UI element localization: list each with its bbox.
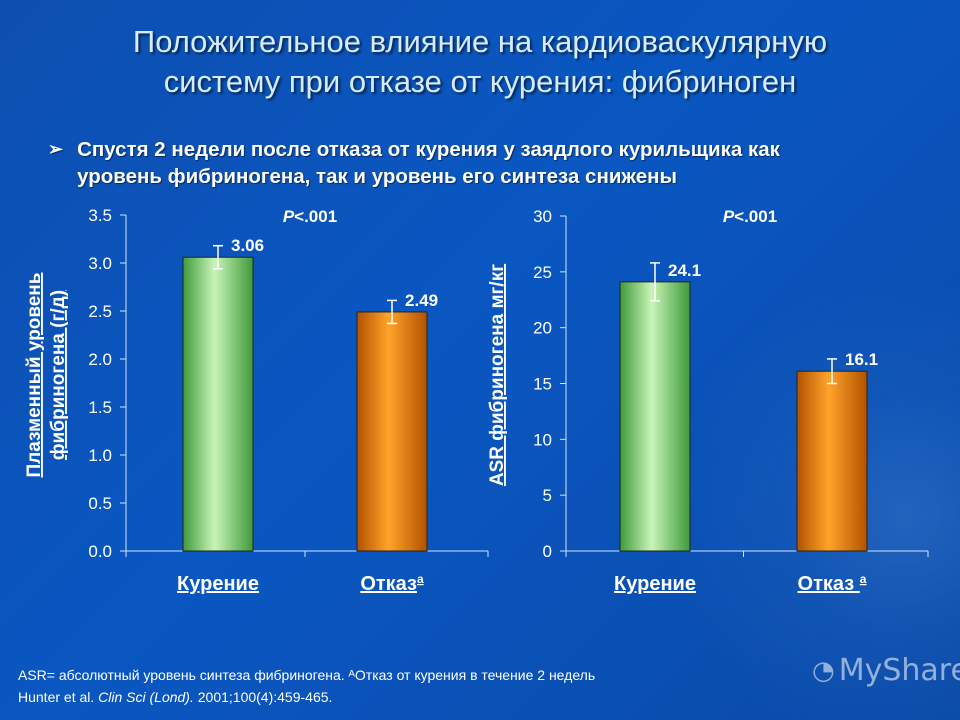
category-label: Отказ a — [798, 572, 867, 595]
slide-title: Положительное влияние на кардиоваскулярн… — [20, 22, 940, 102]
citation-journal: Clin Sci (Lond). — [98, 689, 194, 705]
y-tick-label: 0.0 — [88, 542, 112, 561]
y-axis-label: фибриногена (г/д) — [48, 290, 69, 460]
y-tick-label: 0.5 — [88, 494, 112, 513]
bullet-line2: уровень фибриногена, так и уровень его с… — [77, 165, 677, 188]
citation-details: 2001;100(4):459-465. — [193, 689, 333, 705]
bar-quit — [796, 370, 868, 552]
watermark-logo-icon: ◔ — [812, 655, 835, 686]
data-label: 24.1 — [668, 261, 701, 280]
footnote-line2: Hunter et al. Clin Sci (Lond). 2001;100(… — [18, 686, 595, 708]
category-label: Отказa — [360, 572, 424, 595]
y-tick-label: 1.5 — [88, 398, 112, 417]
category-label: Курение — [177, 573, 259, 595]
citation-authors: Hunter et al. — [18, 689, 99, 705]
data-label: 2.49 — [405, 291, 438, 310]
slide-title-line1: Положительное влияние на кардиоваскулярн… — [132, 24, 828, 59]
watermark-text: MyShared — [838, 653, 960, 688]
y-tick-label: 0 — [543, 542, 552, 561]
y-tick-label: 25 — [533, 263, 552, 282]
slide-title-line2: систему при отказе от курения: фибриноге… — [163, 64, 797, 99]
p-value-label: P<.001 — [723, 207, 777, 226]
bullet-point: ➢ Спустя 2 недели после отказа от курени… — [48, 136, 953, 190]
y-axis-label: Плазменный уровень — [24, 273, 45, 478]
category-label: Курение — [614, 573, 696, 595]
y-tick-label: 20 — [533, 319, 552, 338]
y-tick-label: 5 — [543, 486, 552, 505]
footnote-line1: ASR= абсолютный уровень синтеза фибриног… — [18, 667, 596, 683]
data-label: 3.06 — [231, 236, 264, 255]
bar-quit — [356, 311, 428, 552]
y-tick-label: 2.0 — [88, 350, 112, 369]
bullet-line1: Спустя 2 недели после отказа от курения … — [77, 138, 780, 161]
bar-smoking — [619, 281, 691, 552]
y-tick-label: 15 — [533, 375, 552, 394]
watermark: ◔ MyShared — [812, 653, 960, 688]
y-tick-label: 3.0 — [88, 254, 112, 273]
y-tick-label: 2.5 — [88, 302, 112, 321]
y-axis-label: ASR фибриногена мг/кг — [487, 264, 508, 486]
y-tick-label: 1.0 — [88, 446, 112, 465]
data-label: 16.1 — [845, 350, 878, 369]
y-tick-label: 10 — [533, 430, 552, 449]
bullet-arrow-icon: ➢ — [48, 139, 64, 159]
bar-smoking — [182, 256, 254, 552]
footnote: ASR= абсолютный уровень синтеза фибриног… — [18, 664, 595, 708]
p-value-label: P<.001 — [283, 207, 337, 226]
y-tick-label: 3.5 — [88, 206, 112, 225]
y-tick-label: 30 — [533, 207, 552, 226]
